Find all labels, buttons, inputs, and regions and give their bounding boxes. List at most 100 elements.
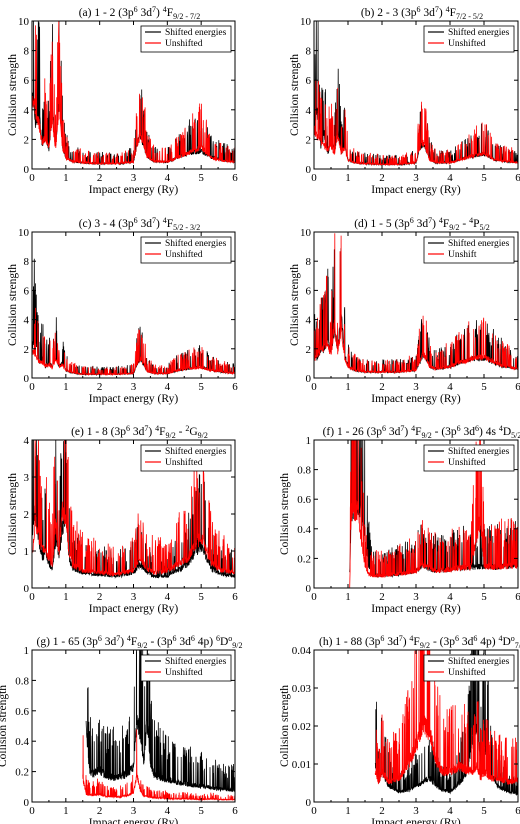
x-tick-label: 0 bbox=[29, 172, 35, 184]
title-superscript: 6 bbox=[98, 634, 102, 643]
title-text: F bbox=[443, 218, 449, 230]
y-tick-label: 0 bbox=[306, 373, 312, 385]
chart-panel-b: (b) 2 - 3 (3p6 3d7) 4F7/2 - 5/20 1 2 3 4 5 602… bbox=[289, 5, 520, 196]
title-text: F bbox=[450, 7, 456, 19]
legend-label: Unshift bbox=[448, 249, 477, 260]
series-line-shifted bbox=[85, 650, 235, 793]
title-text: ) bbox=[156, 7, 163, 19]
title-text: D bbox=[220, 636, 228, 648]
legend-box bbox=[140, 236, 232, 264]
x-tick-label: 3 bbox=[131, 805, 137, 817]
y-tick-label: 8 bbox=[306, 46, 312, 58]
x-tick-label: 6 bbox=[232, 172, 238, 184]
chart-title: (a) 1 - 2 (3p6 3d7) 4F9/2 - 7/2 bbox=[79, 5, 201, 21]
x-tick-label: 6 bbox=[515, 172, 520, 184]
x-tick-label: 6 bbox=[232, 805, 238, 817]
series-line-unshifted bbox=[32, 21, 235, 166]
title-subscript: 9/2 bbox=[166, 431, 176, 440]
x-tick-label: 2 bbox=[379, 381, 385, 393]
x-tick-label: 4 bbox=[165, 591, 171, 603]
title-superscript: 4 bbox=[127, 634, 131, 643]
y-tick-label: 1 bbox=[24, 645, 30, 657]
title-text: F bbox=[131, 636, 137, 648]
title-text: ) bbox=[120, 636, 127, 648]
y-tick-label: 1 bbox=[24, 546, 30, 558]
x-tick-label: 5 bbox=[481, 805, 487, 817]
y-tick-label: 0.4 bbox=[15, 736, 29, 748]
y-tick-label: 3 bbox=[24, 472, 30, 484]
title-superscript: 4 bbox=[409, 634, 413, 643]
y-tick-label: 4 bbox=[24, 105, 30, 117]
y-tick-label: 0.8 bbox=[297, 465, 311, 477]
y-tick-label: 0.01 bbox=[292, 759, 311, 771]
x-tick-label: 5 bbox=[481, 172, 487, 184]
title-subscript: 9/2 bbox=[449, 223, 459, 232]
title-text: (f) 1 - 26 (3p bbox=[323, 426, 383, 438]
series-line-shifted bbox=[349, 440, 518, 578]
title-superscript: 4 bbox=[499, 424, 503, 433]
x-axis-label: Impact energy (Ry) bbox=[89, 393, 179, 405]
legend-label: Unshifted bbox=[165, 38, 203, 49]
title-text: 4p) bbox=[477, 636, 498, 648]
title-text: - (3p bbox=[430, 636, 455, 648]
chart-panel-f: (f) 1 - 26 (3p6 3d7) 4F9/2 - (3p6 3d6) 4… bbox=[279, 424, 520, 615]
x-axis-label: Impact energy (Ry) bbox=[371, 603, 461, 615]
x-tick-label: 6 bbox=[515, 381, 520, 393]
title-text: (c) 3 - 4 (3p bbox=[79, 218, 134, 230]
title-superscript: 7 bbox=[400, 424, 404, 433]
y-axis-label: Collision strength bbox=[7, 473, 19, 555]
y-tick-label: 4 bbox=[24, 315, 30, 327]
chart-panel-a: (a) 1 - 2 (3p6 3d7) 4F9/2 - 7/20 1 2 3 4 5 602… bbox=[7, 5, 238, 196]
x-tick-label: 5 bbox=[198, 172, 204, 184]
y-tick-label: 0 bbox=[306, 583, 312, 595]
y-tick-label: 0.2 bbox=[15, 767, 29, 779]
legend-label: Unshifted bbox=[165, 249, 203, 260]
x-tick-label: 1 bbox=[63, 172, 69, 184]
x-tick-label: 2 bbox=[97, 591, 103, 603]
x-tick-label: 2 bbox=[379, 172, 385, 184]
x-tick-label: 3 bbox=[413, 172, 419, 184]
chart-panel-g: (g) 1 - 65 (3p6 3d7) 4F9/2 - (3p6 3d6 4p… bbox=[0, 634, 243, 824]
title-text: P bbox=[473, 218, 479, 230]
title-text: - (3p bbox=[432, 426, 457, 438]
title-superscript: 6 bbox=[380, 634, 384, 643]
title-text: ) bbox=[156, 218, 163, 230]
chart-title: (h) 1 - 88 (3p6 3d7) 4F9/2 - (3p6 3d6 4p… bbox=[319, 634, 520, 650]
title-text: F bbox=[413, 636, 419, 648]
title-text: - (3p bbox=[148, 636, 173, 648]
y-axis-label: Collision strength bbox=[289, 264, 301, 346]
title-text: (h) 1 - 88 (3p bbox=[319, 636, 381, 648]
legend-label: Unshifted bbox=[165, 457, 203, 468]
y-tick-label: 8 bbox=[24, 256, 30, 268]
title-text: D bbox=[503, 426, 511, 438]
title-text: - bbox=[176, 426, 186, 438]
x-tick-label: 4 bbox=[165, 172, 171, 184]
x-tick-label: 3 bbox=[131, 172, 137, 184]
legend-box bbox=[423, 236, 515, 264]
x-tick-label: 4 bbox=[447, 805, 453, 817]
y-tick-label: 0 bbox=[306, 797, 312, 809]
title-text: 3d bbox=[138, 218, 153, 230]
y-tick-label: 2 bbox=[24, 344, 30, 356]
y-tick-label: 0 bbox=[24, 373, 30, 385]
y-axis-label: Collision strength bbox=[279, 473, 291, 555]
series-line-unshifted bbox=[349, 440, 518, 588]
y-tick-label: 0 bbox=[24, 164, 30, 176]
title-text: 3d bbox=[384, 636, 399, 648]
legend-label: Shifted energies bbox=[448, 27, 510, 38]
x-axis-label: Impact energy (Ry) bbox=[89, 184, 179, 196]
y-tick-label: 0.04 bbox=[292, 645, 312, 657]
x-tick-label: 0 bbox=[311, 381, 317, 393]
series-line-unshifted bbox=[314, 233, 518, 375]
title-text: (a) 1 - 2 (3p bbox=[79, 7, 134, 19]
title-superscript: 6 bbox=[416, 5, 420, 14]
y-tick-label: 6 bbox=[306, 75, 312, 87]
x-tick-label: 1 bbox=[63, 381, 69, 393]
legend-box bbox=[423, 654, 515, 682]
title-superscript: 7 bbox=[116, 634, 120, 643]
title-subscript: 7/2 - 5/2 bbox=[456, 12, 483, 21]
x-tick-label: 4 bbox=[165, 381, 171, 393]
chart-panel-d: (d) 1 - 5 (3p6 3d7) 4F9/2 - 4P5/20 1 2 3 4 5 6… bbox=[289, 216, 520, 405]
